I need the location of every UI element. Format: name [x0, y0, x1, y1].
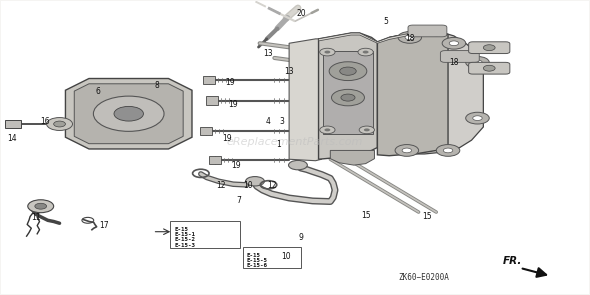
Circle shape	[320, 126, 335, 134]
Circle shape	[363, 51, 369, 54]
Text: 12: 12	[217, 181, 226, 190]
Text: E-15-6: E-15-6	[247, 263, 268, 268]
Circle shape	[332, 89, 365, 106]
FancyBboxPatch shape	[206, 96, 218, 105]
Bar	[243, 247, 301, 268]
Text: 19: 19	[231, 160, 241, 170]
Text: E-15-2: E-15-2	[175, 237, 196, 242]
FancyBboxPatch shape	[200, 127, 212, 135]
Text: 15: 15	[361, 211, 371, 219]
Circle shape	[473, 60, 482, 65]
Circle shape	[398, 32, 421, 43]
Text: E-15-5: E-15-5	[247, 258, 268, 263]
FancyBboxPatch shape	[440, 51, 479, 62]
Polygon shape	[65, 78, 192, 149]
Polygon shape	[378, 32, 448, 156]
Circle shape	[466, 112, 489, 124]
Circle shape	[340, 67, 356, 75]
Circle shape	[289, 160, 307, 170]
Text: 17: 17	[99, 221, 109, 230]
Circle shape	[364, 128, 370, 131]
Text: 18: 18	[405, 34, 415, 43]
Text: 10: 10	[281, 252, 291, 261]
Text: 4: 4	[266, 117, 271, 126]
Text: E-15-1: E-15-1	[175, 232, 196, 237]
Text: 10: 10	[243, 181, 253, 190]
Text: FR.: FR.	[503, 255, 523, 266]
Text: 16: 16	[40, 117, 50, 126]
Circle shape	[442, 37, 466, 49]
Text: E-15-3: E-15-3	[175, 242, 196, 248]
Circle shape	[93, 96, 164, 131]
FancyBboxPatch shape	[203, 76, 215, 84]
Polygon shape	[330, 150, 375, 165]
Text: 19: 19	[225, 78, 235, 87]
Polygon shape	[389, 32, 483, 154]
Polygon shape	[319, 32, 448, 43]
Text: 6: 6	[96, 87, 100, 96]
Polygon shape	[319, 33, 378, 159]
FancyBboxPatch shape	[209, 156, 221, 164]
FancyBboxPatch shape	[408, 25, 447, 37]
Text: E-15: E-15	[175, 227, 189, 232]
Circle shape	[329, 62, 367, 81]
Text: 20: 20	[296, 9, 306, 18]
Circle shape	[114, 106, 143, 121]
Circle shape	[443, 148, 453, 153]
Text: 13: 13	[284, 67, 294, 76]
Text: 8: 8	[155, 81, 159, 90]
Polygon shape	[74, 84, 183, 144]
Circle shape	[402, 148, 412, 153]
Circle shape	[324, 51, 330, 54]
Circle shape	[47, 117, 73, 130]
Bar	[170, 221, 240, 248]
Text: 19: 19	[222, 134, 232, 143]
Circle shape	[28, 200, 54, 213]
Text: 14: 14	[8, 134, 17, 143]
Text: 12: 12	[267, 181, 276, 190]
Circle shape	[449, 41, 458, 46]
Text: ZK60−E0200A: ZK60−E0200A	[398, 273, 449, 282]
Circle shape	[324, 128, 330, 131]
Text: 7: 7	[237, 196, 241, 205]
FancyBboxPatch shape	[5, 120, 21, 127]
Text: 11: 11	[31, 214, 41, 222]
Circle shape	[245, 177, 264, 186]
Text: 9: 9	[299, 232, 303, 242]
Circle shape	[483, 45, 495, 51]
Circle shape	[395, 145, 419, 156]
Circle shape	[483, 65, 495, 71]
Circle shape	[358, 48, 373, 56]
FancyBboxPatch shape	[468, 42, 510, 54]
Circle shape	[473, 116, 482, 120]
Text: 13: 13	[264, 49, 273, 58]
Text: 3: 3	[280, 117, 284, 126]
Circle shape	[35, 203, 47, 209]
Text: 1: 1	[276, 140, 281, 149]
FancyBboxPatch shape	[468, 62, 510, 74]
Circle shape	[466, 56, 489, 68]
Circle shape	[341, 94, 355, 101]
Polygon shape	[289, 39, 322, 161]
FancyBboxPatch shape	[323, 51, 373, 134]
Text: 18: 18	[449, 58, 458, 67]
Text: eReplacementParts.com: eReplacementParts.com	[227, 137, 363, 147]
Text: 15: 15	[422, 212, 432, 221]
Circle shape	[405, 35, 415, 40]
Circle shape	[436, 145, 460, 156]
Text: 19: 19	[228, 100, 238, 109]
Text: E-15: E-15	[247, 253, 261, 258]
Text: 5: 5	[384, 17, 389, 26]
FancyArrowPatch shape	[523, 268, 546, 277]
Circle shape	[320, 48, 335, 56]
Circle shape	[359, 126, 375, 134]
Circle shape	[54, 121, 65, 127]
